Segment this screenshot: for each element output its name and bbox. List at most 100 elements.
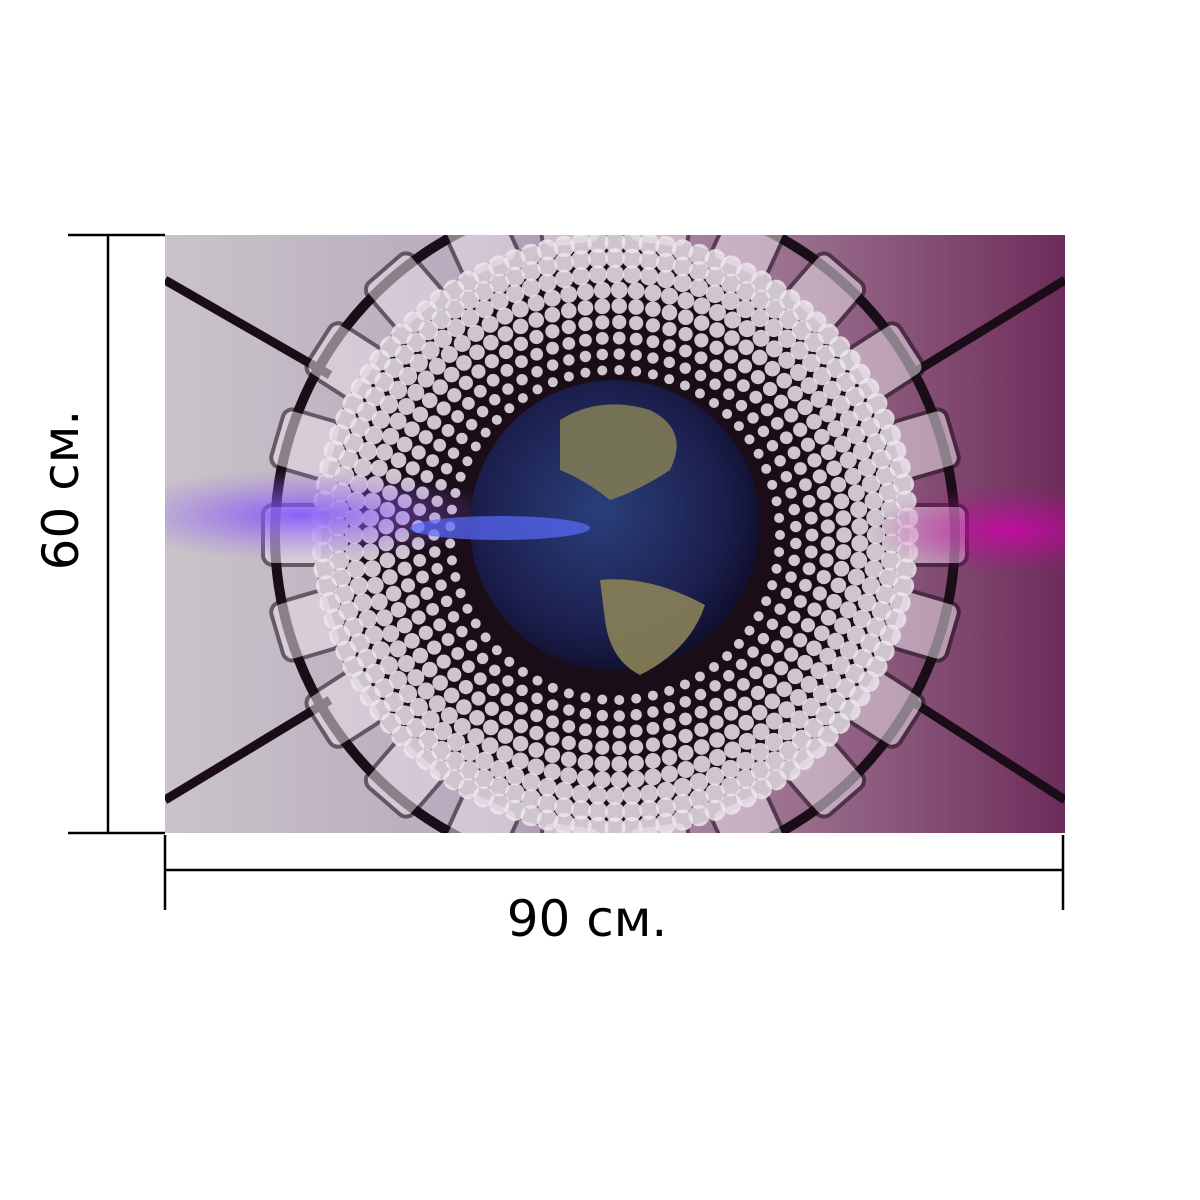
dot xyxy=(612,314,627,330)
dot xyxy=(445,751,465,771)
dot xyxy=(764,318,784,338)
dot xyxy=(431,563,443,575)
dot xyxy=(375,609,393,627)
dot xyxy=(819,553,834,568)
dot xyxy=(851,534,869,552)
dot xyxy=(630,349,642,361)
dot xyxy=(788,503,800,516)
dot xyxy=(435,579,447,591)
dot xyxy=(536,809,559,831)
dot xyxy=(639,267,659,286)
dot xyxy=(816,485,831,501)
dot xyxy=(597,365,608,376)
dot xyxy=(595,332,609,345)
dot xyxy=(688,805,710,827)
dot xyxy=(451,647,465,660)
dot xyxy=(709,378,721,390)
dot xyxy=(802,697,821,717)
dot xyxy=(593,281,611,299)
dot xyxy=(736,281,756,301)
dot xyxy=(892,575,915,597)
dot xyxy=(459,289,480,310)
dot xyxy=(677,744,694,761)
dot xyxy=(622,801,642,822)
dot xyxy=(612,331,626,345)
dot xyxy=(476,652,489,665)
dot xyxy=(844,585,862,603)
dot xyxy=(800,377,818,395)
dot xyxy=(520,805,542,827)
dot xyxy=(455,588,466,599)
dot xyxy=(631,366,642,377)
dot xyxy=(538,777,557,797)
dot xyxy=(770,640,784,654)
dot xyxy=(504,249,526,271)
dot xyxy=(764,360,781,377)
dot xyxy=(571,784,591,803)
dot xyxy=(588,265,608,284)
dot xyxy=(802,562,816,576)
dot xyxy=(689,789,709,809)
dot xyxy=(315,575,338,597)
dot xyxy=(709,732,725,748)
dot xyxy=(489,664,501,676)
dot xyxy=(793,633,808,648)
dot xyxy=(723,688,737,702)
dot xyxy=(705,766,725,786)
dot xyxy=(694,351,708,365)
dot xyxy=(347,559,366,579)
dot xyxy=(379,552,396,569)
dot xyxy=(470,441,481,452)
dot xyxy=(787,446,801,460)
dot xyxy=(481,315,499,333)
dot xyxy=(762,673,778,689)
dot xyxy=(421,661,438,678)
dot xyxy=(750,685,766,701)
dot xyxy=(787,385,803,402)
dot xyxy=(688,243,710,265)
dot xyxy=(447,447,460,459)
dot xyxy=(560,751,577,768)
dot xyxy=(418,625,433,640)
dot xyxy=(547,377,558,388)
dot xyxy=(766,440,779,452)
dot xyxy=(724,724,740,740)
dot xyxy=(790,341,809,360)
dot xyxy=(512,735,529,752)
dot xyxy=(778,701,796,719)
dot xyxy=(441,424,455,437)
dot xyxy=(500,693,514,707)
dot xyxy=(433,438,447,452)
dot xyxy=(547,682,558,693)
dot xyxy=(774,661,789,676)
dot xyxy=(879,424,901,446)
dot xyxy=(807,453,822,468)
dot xyxy=(766,618,779,630)
dot xyxy=(480,632,491,643)
dot xyxy=(571,800,591,820)
dot xyxy=(440,595,453,608)
glow-right xyxy=(870,485,1065,575)
dot xyxy=(404,633,420,649)
dot xyxy=(413,553,427,567)
dot xyxy=(655,797,676,818)
dot xyxy=(895,558,917,580)
dot xyxy=(723,388,735,400)
dot xyxy=(839,601,857,619)
dot xyxy=(467,728,485,746)
dot xyxy=(802,494,816,508)
dot xyxy=(857,458,877,477)
dot xyxy=(456,699,472,715)
dot xyxy=(597,694,608,705)
dot xyxy=(405,594,420,609)
dot xyxy=(390,601,407,618)
dot xyxy=(736,751,755,771)
dot xyxy=(595,725,609,738)
dot xyxy=(465,639,478,652)
dot xyxy=(677,309,694,326)
dot xyxy=(460,742,480,762)
dot xyxy=(486,683,500,697)
dot xyxy=(382,569,398,585)
dot xyxy=(537,256,558,277)
